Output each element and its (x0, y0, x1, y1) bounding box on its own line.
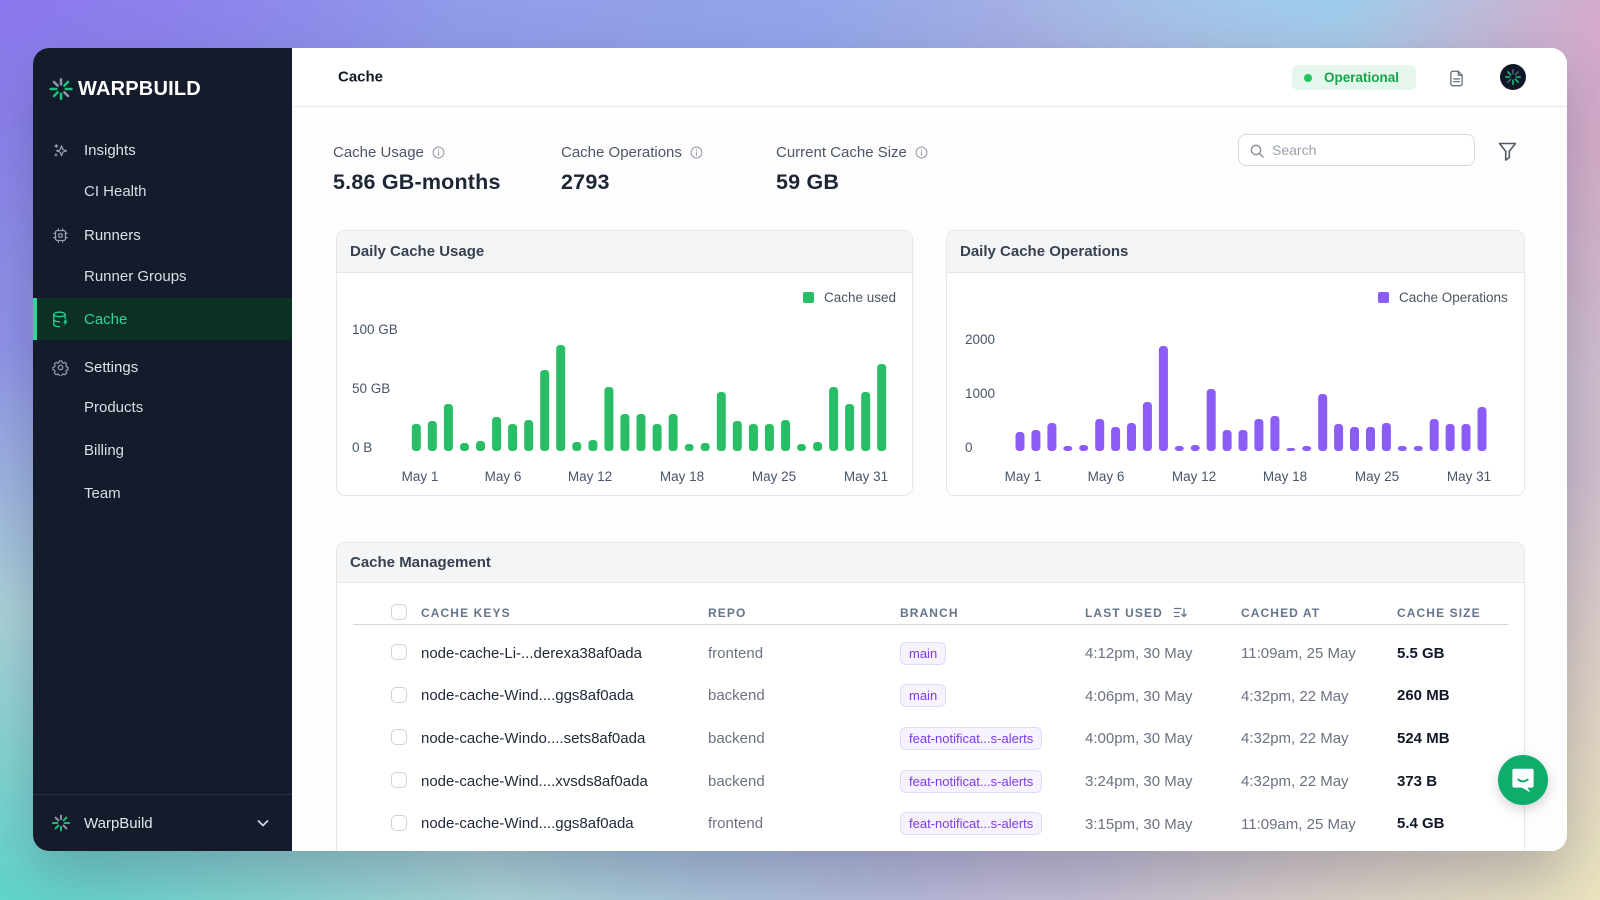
svg-text:May 31: May 31 (1447, 469, 1491, 484)
svg-text:May 25: May 25 (752, 469, 796, 484)
svg-text:May 1: May 1 (1005, 469, 1042, 484)
svg-text:May 18: May 18 (1263, 469, 1307, 484)
svg-text:May 18: May 18 (660, 469, 704, 484)
svg-text:May 6: May 6 (485, 469, 522, 484)
svg-text:100 GB: 100 GB (352, 322, 398, 337)
svg-text:0 B: 0 B (352, 440, 372, 455)
svg-text:Cache Operations: Cache Operations (1399, 290, 1508, 305)
svg-text:May 12: May 12 (1172, 469, 1216, 484)
svg-text:0: 0 (965, 440, 973, 455)
svg-text:50 GB: 50 GB (352, 381, 390, 396)
svg-text:May 1: May 1 (402, 469, 439, 484)
svg-text:May 6: May 6 (1088, 469, 1125, 484)
svg-text:May 12: May 12 (568, 469, 612, 484)
svg-text:1000: 1000 (965, 386, 995, 401)
svg-text:May 25: May 25 (1355, 469, 1399, 484)
svg-text:May 31: May 31 (844, 469, 888, 484)
svg-text:Cache used: Cache used (824, 290, 896, 305)
svg-text:2000: 2000 (965, 332, 995, 347)
